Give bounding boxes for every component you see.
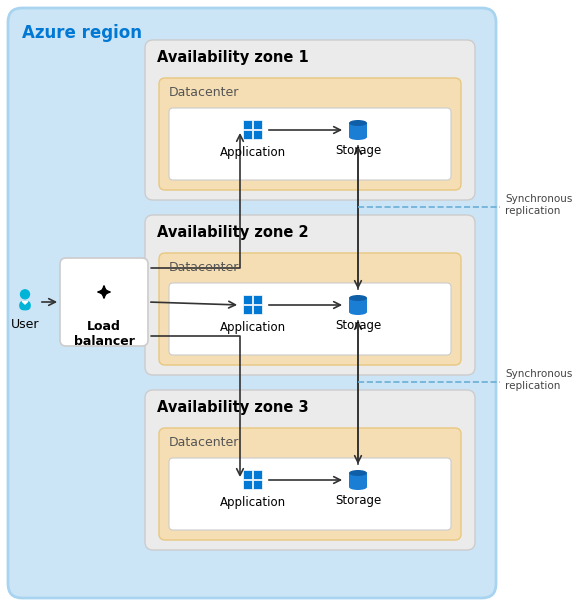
FancyBboxPatch shape [244,471,252,480]
Ellipse shape [349,484,367,490]
Ellipse shape [349,309,367,315]
FancyBboxPatch shape [159,428,461,540]
Text: Synchronous
replication: Synchronous replication [505,194,572,216]
FancyBboxPatch shape [159,78,461,190]
FancyBboxPatch shape [145,390,475,550]
Text: Storage: Storage [335,494,381,507]
Text: Storage: Storage [335,144,381,157]
Text: User: User [11,318,39,331]
Ellipse shape [349,470,367,476]
FancyBboxPatch shape [253,295,263,305]
Bar [349,298,367,312]
Text: Application: Application [220,321,286,334]
FancyBboxPatch shape [253,471,263,480]
FancyBboxPatch shape [145,215,475,375]
FancyBboxPatch shape [169,283,451,355]
Text: Application: Application [220,496,286,509]
FancyBboxPatch shape [159,253,461,365]
FancyBboxPatch shape [19,300,31,311]
Text: Datacenter: Datacenter [169,86,240,99]
Text: Datacenter: Datacenter [169,261,240,274]
Text: Load
balancer: Load balancer [74,320,135,348]
Text: Synchronous
replication: Synchronous replication [505,369,572,391]
Bar [349,473,367,487]
FancyBboxPatch shape [8,8,496,598]
FancyBboxPatch shape [60,258,148,346]
FancyBboxPatch shape [244,480,252,489]
FancyBboxPatch shape [169,458,451,530]
Text: Availability zone 2: Availability zone 2 [157,225,309,240]
Ellipse shape [349,295,367,301]
FancyBboxPatch shape [169,108,451,180]
FancyBboxPatch shape [145,40,475,200]
Text: Availability zone 1: Availability zone 1 [157,50,309,65]
FancyBboxPatch shape [253,480,263,489]
Text: Application: Application [220,146,286,159]
FancyBboxPatch shape [244,305,252,314]
Circle shape [20,290,30,299]
Text: Datacenter: Datacenter [169,436,240,449]
FancyBboxPatch shape [244,131,252,139]
FancyBboxPatch shape [253,120,263,130]
FancyBboxPatch shape [244,295,252,305]
FancyBboxPatch shape [253,131,263,139]
Bar [349,123,367,137]
Polygon shape [22,302,28,304]
Text: Availability zone 3: Availability zone 3 [157,400,309,415]
Ellipse shape [349,134,367,140]
Text: Storage: Storage [335,319,381,332]
Text: Azure region: Azure region [22,24,142,42]
Ellipse shape [349,120,367,126]
FancyBboxPatch shape [253,305,263,314]
FancyBboxPatch shape [244,120,252,130]
